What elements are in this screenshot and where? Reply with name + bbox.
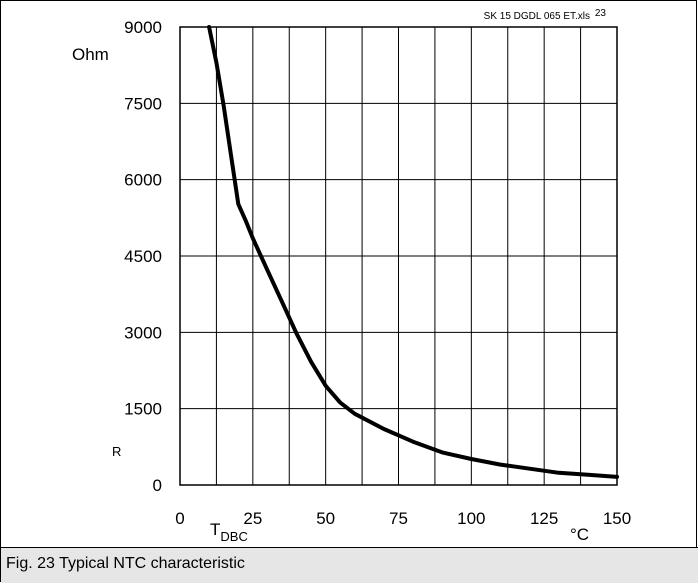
x-symbol-sub: DBC xyxy=(220,529,247,544)
x-tick-label: 50 xyxy=(316,509,335,528)
chart-svg: 0 1500 3000 4500 6000 7500 9000 0 25 50 75 100 125 15… xyxy=(72,8,631,544)
figure-caption: Fig. 23 Typical NTC characteristic xyxy=(6,555,245,572)
y-tick-label: 4500 xyxy=(124,247,162,266)
x-tick-label: 150 xyxy=(603,509,631,528)
y-tick-label: 6000 xyxy=(124,171,162,190)
y-tick-label: 0 xyxy=(153,476,162,495)
plot-area xyxy=(179,26,618,486)
x-tick-label: 125 xyxy=(530,509,558,528)
y-tick-label: 3000 xyxy=(124,323,162,342)
file-label: SK 15 DGDL 065 ET.xls xyxy=(484,11,590,22)
x-unit-label: °C xyxy=(570,525,589,544)
y-symbol-label: R xyxy=(112,444,121,459)
caption-bar: Fig. 23 Typical NTC characteristic xyxy=(1,547,698,583)
grid xyxy=(179,26,618,486)
x-symbol-main: T xyxy=(210,520,220,539)
series-layer xyxy=(207,25,619,479)
x-tick-label: 25 xyxy=(243,509,262,528)
y-tick-label: 7500 xyxy=(124,94,162,113)
tick-labels: 0 1500 3000 4500 6000 7500 9000 0 25 50 75 100 125 15… xyxy=(124,18,631,528)
ntc-curve xyxy=(207,25,619,479)
y-tick-label: 9000 xyxy=(124,18,162,37)
x-tick-label: 0 xyxy=(175,509,184,528)
x-tick-label: 100 xyxy=(457,509,485,528)
y-unit-label: Ohm xyxy=(72,45,109,64)
x-symbol-label: TDBC xyxy=(210,520,248,544)
y-tick-label: 1500 xyxy=(124,400,162,419)
x-tick-label: 75 xyxy=(389,509,408,528)
fig-number-label: 23 xyxy=(595,8,607,19)
